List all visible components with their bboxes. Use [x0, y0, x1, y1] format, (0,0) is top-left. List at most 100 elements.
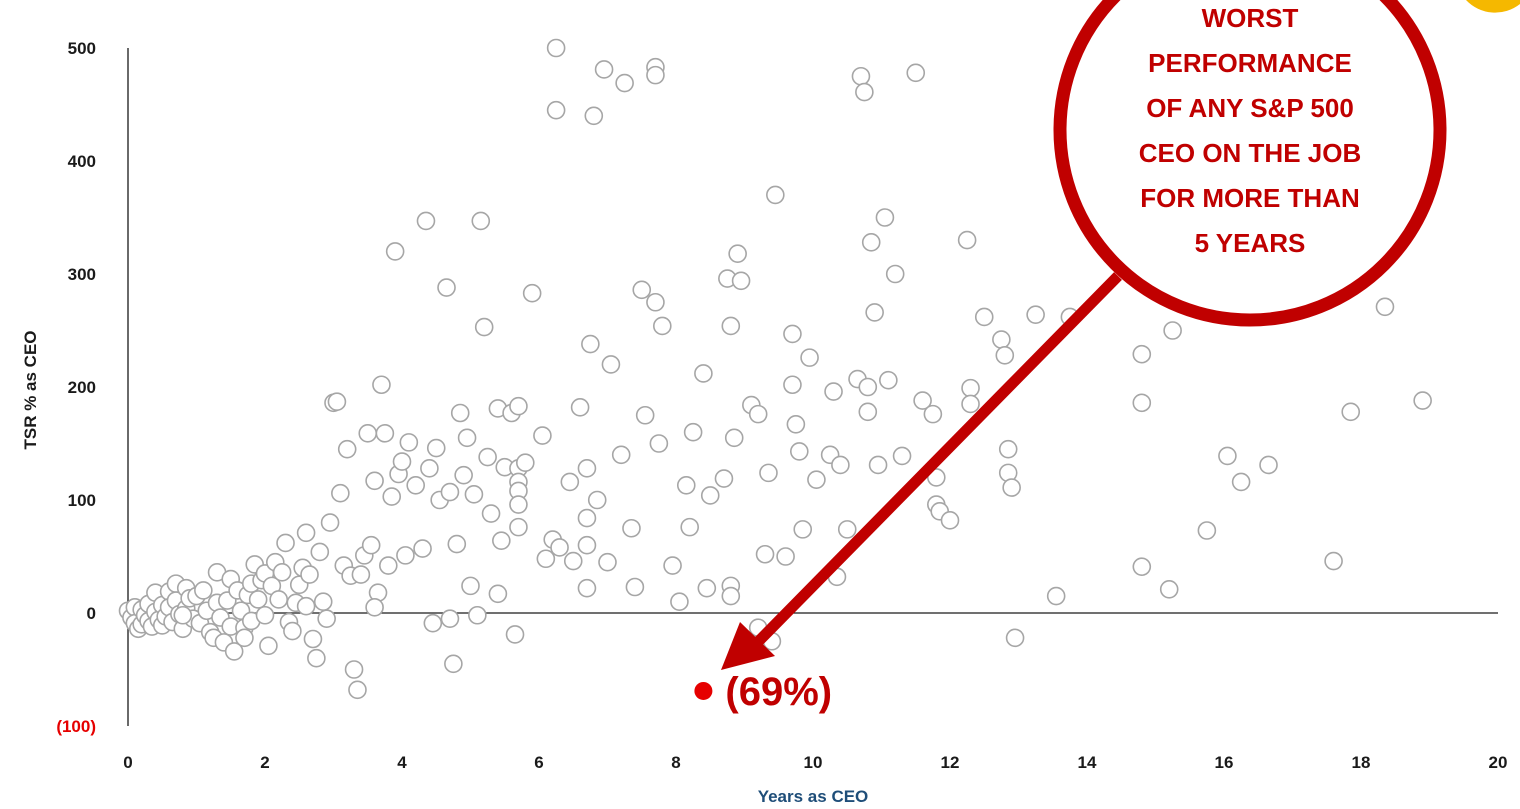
data-point	[755, 544, 775, 564]
x-tick-label: 12	[941, 753, 960, 772]
data-point	[296, 596, 316, 616]
x-tick-label: 0	[123, 753, 132, 772]
y-axis-title: TSR % as CEO	[21, 330, 40, 449]
data-point	[481, 504, 501, 523]
data-point	[248, 590, 268, 609]
data-point	[471, 211, 491, 231]
data-point	[1005, 628, 1025, 648]
data-point	[652, 316, 672, 336]
data-point	[505, 625, 525, 644]
data-point	[399, 433, 419, 452]
data-point	[577, 535, 597, 555]
data-point	[420, 459, 439, 478]
data-point	[694, 364, 713, 383]
data-point	[307, 648, 326, 668]
data-point	[320, 513, 340, 532]
data-point	[700, 486, 720, 505]
data-point	[365, 598, 384, 617]
data-point	[536, 549, 556, 569]
data-point	[974, 307, 994, 327]
data-point	[923, 404, 943, 424]
data-point	[865, 303, 884, 322]
x-tick-label: 4	[397, 753, 407, 772]
data-point	[1046, 586, 1066, 606]
data-point	[283, 621, 302, 641]
data-point	[783, 324, 802, 344]
x-axis-ticks: 0 2 4 6 8 10 12 14 16 18 20	[123, 753, 1507, 772]
data-point	[663, 556, 682, 575]
data-point	[269, 590, 289, 609]
y-tick-label: 100	[68, 491, 96, 510]
data-point	[423, 613, 443, 633]
data-point	[337, 439, 357, 459]
highlight-point	[694, 681, 713, 700]
callout-line: CEO ON THE JOB	[1139, 138, 1361, 168]
data-point	[766, 185, 785, 205]
data-point	[509, 517, 528, 537]
data-point	[632, 280, 652, 300]
data-point	[858, 402, 878, 422]
data-point	[875, 208, 895, 227]
data-point	[611, 445, 631, 465]
data-point	[584, 106, 604, 126]
y-tick-label: 500	[68, 39, 96, 58]
data-point	[625, 577, 645, 597]
data-point	[961, 394, 980, 414]
data-point	[721, 316, 741, 336]
data-point	[454, 465, 473, 485]
callout-bubble: WORST PERFORMANCE OF ANY S&P 500 CEO ON THE…	[1053, 0, 1447, 327]
data-point	[1132, 393, 1152, 413]
data-point	[676, 476, 696, 495]
data-point	[372, 375, 391, 395]
data-point	[731, 271, 751, 291]
corner-badge-icon	[1466, 0, 1520, 13]
data-point	[646, 292, 665, 312]
data-point	[961, 378, 980, 398]
data-point	[224, 642, 244, 661]
data-point	[416, 211, 436, 231]
data-point	[235, 628, 254, 648]
data-point	[622, 518, 641, 538]
y-tick-label: 200	[68, 378, 96, 397]
callout-arrow	[721, 272, 1122, 670]
data-point	[509, 396, 528, 416]
data-point	[522, 283, 542, 303]
data-point	[413, 539, 432, 558]
data-point	[310, 542, 330, 562]
data-point	[1413, 391, 1432, 410]
y-tick-label: 400	[68, 152, 96, 171]
data-point	[550, 538, 569, 557]
data-point	[474, 317, 494, 337]
data-point	[546, 38, 566, 58]
data-point	[759, 463, 778, 483]
x-tick-label: 10	[804, 753, 823, 772]
data-point	[926, 468, 946, 487]
data-point	[515, 453, 535, 473]
data-point	[940, 511, 960, 530]
data-point	[724, 428, 744, 448]
data-point	[783, 375, 802, 395]
data-point	[447, 534, 467, 554]
data-point	[1002, 478, 1021, 497]
data-point	[1132, 344, 1152, 364]
data-point	[587, 490, 607, 510]
callout-line: FOR MORE THAN	[1140, 183, 1360, 213]
data-point	[670, 592, 689, 612]
data-point	[1341, 402, 1361, 422]
data-point	[1026, 305, 1045, 324]
data-point	[683, 422, 703, 442]
data-point	[998, 439, 1018, 459]
data-point	[450, 403, 470, 423]
data-point	[913, 391, 932, 410]
data-point	[1218, 446, 1237, 466]
x-tick-label: 6	[534, 753, 543, 772]
data-point	[807, 470, 826, 489]
data-point	[488, 584, 508, 604]
data-point	[577, 508, 597, 528]
data-point	[327, 392, 347, 411]
x-axis-title: Years as CEO	[758, 787, 869, 806]
data-point	[646, 65, 665, 85]
callout-line: WORST	[1202, 3, 1299, 33]
data-point	[649, 434, 669, 453]
